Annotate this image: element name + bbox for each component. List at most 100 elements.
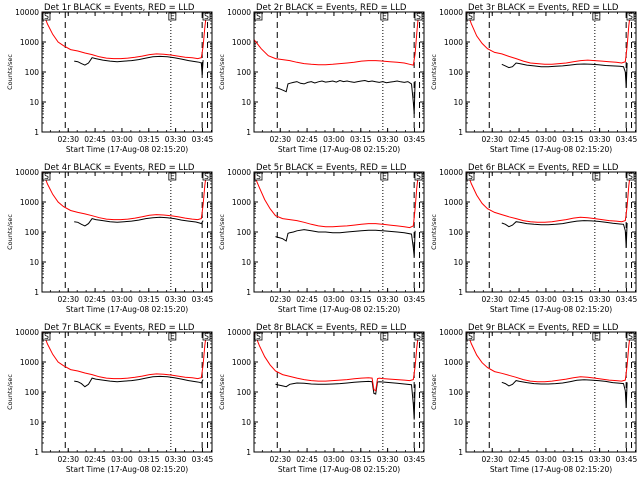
x-tick-label: 03:15 (562, 135, 584, 144)
x-tick-label: 02:30 (57, 295, 79, 304)
events-series-line (74, 55, 204, 75)
x-tick-label: 03:00 (111, 295, 133, 304)
y-tick-label: 1 (458, 448, 463, 457)
corner-marker-box (42, 332, 51, 341)
y-tick-label: 100 (237, 228, 252, 237)
x-tick-label: 02:30 (481, 295, 503, 304)
x-tick-label: 02:30 (269, 135, 291, 144)
series-group (466, 172, 631, 248)
y-tick-label: 10 (29, 418, 39, 427)
y-tick-label: 10000 (227, 8, 251, 17)
corner-marker-label: S (416, 332, 421, 341)
x-tick-label: 03:00 (323, 135, 345, 144)
corner-marker-box (254, 172, 263, 181)
y-axis-label: Counts/sec (430, 54, 438, 90)
x-tick-label: 03:30 (377, 135, 399, 144)
panel-det-8r: Det 8r BLACK = Events, RED = LLD 1 10 100 10… (218, 323, 425, 474)
x-tick-label: 03:30 (589, 455, 611, 464)
events-series-line (501, 379, 628, 408)
x-tick-label: 03:45 (192, 135, 214, 144)
x-tick-label: 03:15 (562, 455, 584, 464)
panel-title: Det 1r BLACK = Events, RED = LLD (44, 3, 195, 13)
x-tick-label: 02:45 (296, 135, 318, 144)
corner-marker-box (380, 332, 389, 341)
x-tick-label: 02:30 (57, 135, 79, 144)
corner-marker-label: E (594, 12, 599, 21)
corner-marker-label: E (382, 332, 387, 341)
x-tick-label: 02:45 (508, 455, 530, 464)
y-tick-label: 10000 (15, 328, 39, 337)
x-tick-label: 03:45 (404, 295, 426, 304)
y-tick-label: 100 (237, 388, 252, 397)
plot-frame (465, 171, 637, 293)
y-tick-label: 1 (246, 448, 251, 457)
corner-marker-label: S (204, 332, 209, 341)
lld-series-line (254, 172, 420, 229)
y-axis-label: Counts/sec (218, 214, 226, 250)
plot-frame (41, 11, 213, 133)
x-tick-label: 03:15 (562, 295, 584, 304)
corner-marker-box (626, 172, 635, 181)
x-tick-label: 03:00 (535, 135, 557, 144)
y-tick-label: 10000 (15, 168, 39, 177)
corner-marker-label: S (204, 12, 209, 21)
x-axis-label: Start Time (17-Aug-08 02:15:20) (278, 465, 400, 474)
y-tick-label: 1000 (232, 198, 251, 207)
plot-frame (465, 331, 637, 453)
x-tick-label: 02:45 (84, 455, 106, 464)
events-series-line (74, 375, 204, 388)
corner-marker-label: S (468, 172, 473, 181)
corner-marker-box (466, 172, 475, 181)
plot-frame (253, 171, 425, 293)
x-tick-label: 02:30 (269, 455, 291, 464)
panel-title: Det 3r BLACK = Events, RED = LLD (468, 3, 619, 13)
events-series-line (74, 216, 204, 227)
x-axis-label: Start Time (17-Aug-08 02:15:20) (490, 465, 612, 474)
panel-title: Det 9r BLACK = Events, RED = LLD (468, 323, 619, 333)
x-tick-label: 03:45 (616, 295, 638, 304)
panel-title: Det 6r BLACK = Events, RED = LLD (468, 163, 619, 173)
x-axis-label: Start Time (17-Aug-08 02:15:20) (278, 145, 400, 154)
corner-marker-label: S (256, 172, 261, 181)
y-tick-label: 1000 (20, 198, 39, 207)
events-series-line (275, 380, 416, 420)
y-axis-label: Counts/sec (218, 374, 226, 410)
x-tick-label: 02:30 (57, 455, 79, 464)
corner-marker-box (42, 12, 51, 21)
corner-marker-box (254, 332, 263, 341)
corner-marker-label: E (170, 332, 175, 341)
series-group (254, 12, 420, 114)
x-tick-label: 02:45 (296, 295, 318, 304)
y-axis-label: Counts/sec (430, 374, 438, 410)
corner-marker-label: S (44, 12, 49, 21)
y-tick-label: 10000 (439, 168, 463, 177)
y-tick-label: 10 (453, 418, 463, 427)
y-axis-label: Counts/sec (6, 54, 14, 90)
x-tick-label: 03:15 (350, 135, 372, 144)
corner-marker-label: S (628, 332, 633, 341)
y-axis-label: Counts/sec (430, 214, 438, 250)
corner-marker-box (592, 12, 601, 21)
y-axis-label: Counts/sec (218, 54, 226, 90)
x-tick-label: 03:30 (165, 295, 187, 304)
x-tick-label: 02:45 (508, 295, 530, 304)
x-tick-label: 02:30 (481, 135, 503, 144)
x-tick-label: 03:15 (138, 455, 160, 464)
y-axis-label: Counts/sec (6, 374, 14, 410)
corner-marker-label: S (628, 172, 633, 181)
y-tick-label: 1 (458, 128, 463, 137)
x-tick-label: 03:45 (192, 455, 214, 464)
corner-marker-label: E (170, 172, 175, 181)
series-group (254, 332, 420, 420)
x-tick-label: 03:45 (404, 135, 426, 144)
x-tick-label: 03:45 (616, 455, 638, 464)
y-tick-label: 100 (237, 68, 252, 77)
corner-marker-label: E (594, 332, 599, 341)
series-group (42, 172, 207, 227)
x-tick-label: 03:00 (323, 295, 345, 304)
x-tick-label: 03:00 (323, 455, 345, 464)
corner-marker-box (592, 172, 601, 181)
x-tick-label: 03:00 (535, 455, 557, 464)
x-tick-label: 03:30 (377, 455, 399, 464)
